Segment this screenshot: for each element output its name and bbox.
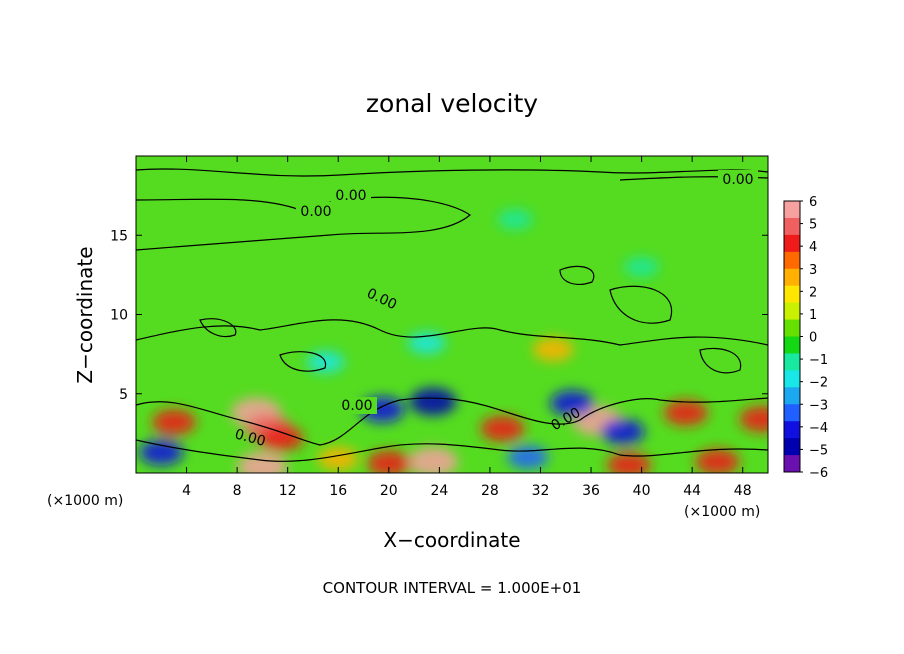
colorbar-tick-label: 2 <box>809 285 817 300</box>
velocity-feature <box>151 409 196 436</box>
x-tick-label: 20 <box>380 483 398 499</box>
colorbar-tick-label: −3 <box>809 398 828 413</box>
contour-interval-note: CONTOUR INTERVAL = 1.000E+01 <box>323 579 582 597</box>
colorbar-segment <box>784 268 800 287</box>
velocity-feature <box>237 451 288 473</box>
colorbar-segment <box>784 336 800 354</box>
x-tick-label: 8 <box>233 483 242 499</box>
x-tick-label: 48 <box>734 483 752 499</box>
colorbar-segment <box>784 201 800 219</box>
y-tick-label: 15 <box>110 228 128 244</box>
velocity-feature <box>550 390 595 417</box>
x-tick-label: 28 <box>481 483 499 499</box>
velocity-feature <box>532 337 574 362</box>
colorbar-segment <box>784 387 800 405</box>
velocity-feature <box>366 450 411 473</box>
x-tick-label: 40 <box>633 483 651 499</box>
x-tick-label: 32 <box>532 483 550 499</box>
colorbar: 6 5 4 3 2 1 0 −1 −2 −3 −4 −5 −6 <box>783 195 828 481</box>
x-tick-label: 24 <box>430 483 448 499</box>
colorbar-segment <box>784 421 800 439</box>
colorbar-tick-label: 5 <box>809 218 817 233</box>
colorbar-segment <box>784 217 800 236</box>
colorbar-segment <box>784 234 800 253</box>
colorbar-tick-label: 6 <box>809 195 817 210</box>
colorbar-tick-label: 4 <box>809 240 817 255</box>
velocity-feature <box>408 446 459 473</box>
colorbar-segment <box>784 370 800 388</box>
x-tick-label: 36 <box>582 483 600 499</box>
colorbar-tick-label: −6 <box>809 466 828 481</box>
field-background <box>136 156 768 473</box>
y-axis-ticks: 5 10 15 <box>110 228 768 403</box>
colorbar-segment <box>784 353 800 371</box>
contour-labels: 0.00 0.00 0.00 0.00 0.00 0.00 0.00 <box>233 170 758 450</box>
colorbar-segment <box>784 319 800 337</box>
y-tick-label: 10 <box>110 308 128 324</box>
y-tick-label: 5 <box>119 387 128 403</box>
colorbar-tick-label: −2 <box>809 376 828 391</box>
contour-label: 0.00 <box>300 204 331 220</box>
colorbar-tick-label: 3 <box>809 263 817 278</box>
x-axis-label: X−coordinate <box>383 528 520 552</box>
x-tick-label: 16 <box>329 483 347 499</box>
colorbar-tick-label: 1 <box>809 308 817 323</box>
velocity-feature <box>407 332 446 355</box>
velocity-feature <box>600 418 645 445</box>
heatmap-field <box>136 156 768 473</box>
colorbar-segment <box>784 285 800 304</box>
x-tick-label: 12 <box>279 483 297 499</box>
colorbar-tick-label: −1 <box>809 353 828 368</box>
x-unit-label: (×1000 m) <box>684 504 760 520</box>
contour-label: 0.00 <box>722 172 753 188</box>
colorbar-segment <box>784 251 800 270</box>
colorbar-segment <box>784 455 800 473</box>
velocity-feature <box>497 209 533 230</box>
colorbar-segment <box>784 404 800 422</box>
velocity-feature <box>480 415 525 442</box>
velocity-feature <box>409 387 457 416</box>
velocity-feature <box>606 452 651 473</box>
velocity-feature <box>663 399 708 426</box>
contour-label: 0.00 <box>341 398 372 414</box>
velocity-feature <box>695 448 740 473</box>
y-axis-label: Z−coordinate <box>73 246 97 383</box>
x-axis-ticks: 4 8 12 16 20 24 28 32 36 40 44 48 <box>182 156 752 499</box>
x-tick-label: 4 <box>182 483 191 499</box>
x-tick-label: 44 <box>683 483 701 499</box>
velocity-feature <box>739 406 768 433</box>
colorbar-segment <box>784 438 800 456</box>
colorbar-tick-label: 0 <box>809 331 817 346</box>
velocity-feature <box>624 256 660 277</box>
y-unit-label: (×1000 m) <box>47 493 123 509</box>
velocity-features <box>139 209 768 473</box>
chart-title: zonal velocity <box>366 89 538 118</box>
contour-label: 0.00 <box>335 188 366 204</box>
velocity-feature <box>139 439 184 466</box>
zero-contours <box>136 168 768 462</box>
colorbar-segment <box>784 302 800 321</box>
colorbar-tick-label: −4 <box>809 421 828 436</box>
colorbar-tick-label: −5 <box>809 443 828 458</box>
contour-label: 0.00 <box>233 426 267 450</box>
velocity-feature <box>259 425 304 452</box>
velocity-feature <box>317 446 359 471</box>
velocity-feature <box>507 445 549 470</box>
